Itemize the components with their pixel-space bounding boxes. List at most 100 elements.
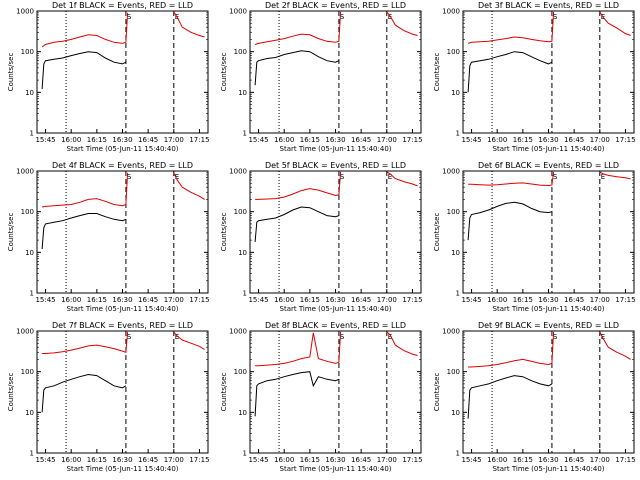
lld-series-line [599, 171, 631, 180]
lld-series-line [599, 331, 631, 360]
x-tick-label: 16:00 [487, 296, 507, 304]
x-tick-label: 16:30 [538, 296, 558, 304]
y-tick-label: 100 [447, 368, 460, 376]
marker-label: E [601, 173, 605, 181]
x-tick-label: 17:00 [164, 136, 184, 144]
lld-series-line [386, 171, 418, 187]
x-tick-label: 16:45 [564, 456, 584, 464]
y-tick-label: 1000 [442, 328, 460, 336]
x-axis-label: Start Time (05-Jun-11 15:40:40) [67, 145, 179, 153]
x-tick-label: 16:30 [325, 136, 345, 144]
panel-plot: Det 7f BLACK = Events, RED = LLD 1 10 100 10… [7, 321, 210, 473]
marker-label: E [388, 173, 392, 181]
y-axis-label: Counts/sec [433, 373, 441, 412]
x-tick-label: 17:15 [402, 136, 422, 144]
plot-frame [249, 330, 422, 454]
y-tick-label: 10 [25, 249, 34, 257]
lld-series-line [468, 171, 555, 187]
x-tick-label: 16:30 [112, 296, 132, 304]
y-tick-label: 1 [243, 130, 247, 138]
y-tick-label: 1 [243, 450, 247, 458]
x-tick-label: 16:00 [61, 456, 81, 464]
x-tick-label: 15:45 [35, 456, 55, 464]
detector-panel: Det 1f BLACK = Events, RED = LLD 1 10 100 10… [0, 0, 213, 160]
x-tick-label: 16:15 [513, 296, 533, 304]
y-tick-label: 100 [21, 48, 34, 56]
y-tick-label: 100 [234, 208, 247, 216]
x-tick-label: 15:45 [35, 296, 55, 304]
x-tick-label: 16:15 [87, 296, 107, 304]
y-tick-label: 10 [238, 409, 247, 417]
x-tick-label: 16:00 [487, 136, 507, 144]
lld-series-line [173, 331, 205, 350]
y-axis-label: Counts/sec [220, 213, 228, 252]
x-tick-label: 16:45 [564, 296, 584, 304]
lld-series-line [42, 172, 129, 208]
x-axis-label: Start Time (05-Jun-11 15:40:40) [493, 465, 605, 473]
panel-title: Det 3f BLACK = Events, RED = LLD [478, 1, 619, 10]
y-tick-label: 1000 [229, 168, 247, 176]
y-tick-label: 10 [25, 409, 34, 417]
y-tick-label: 10 [238, 89, 247, 97]
plot-frame [462, 170, 635, 294]
x-tick-label: 16:15 [87, 456, 107, 464]
panel-plot: Det 5f BLACK = Events, RED = LLD 1 10 100 10… [220, 161, 423, 313]
x-tick-label: 17:00 [377, 296, 397, 304]
x-tick-label: 17:15 [189, 456, 209, 464]
lld-series-line [599, 11, 631, 36]
x-axis-label: Start Time (05-Jun-11 15:40:40) [67, 465, 179, 473]
y-tick-label: 100 [234, 48, 247, 56]
x-tick-label: 16:45 [564, 136, 584, 144]
y-tick-label: 1000 [229, 328, 247, 336]
panel-title: Det 8f BLACK = Events, RED = LLD [265, 321, 406, 330]
x-tick-label: 16:30 [325, 456, 345, 464]
y-tick-label: 1 [243, 290, 247, 298]
y-tick-label: 10 [238, 249, 247, 257]
events-series-line [41, 51, 127, 90]
y-axis-label: Counts/sec [220, 53, 228, 92]
lld-series-line [255, 331, 342, 367]
y-tick-label: 10 [25, 89, 34, 97]
y-axis-label: Counts/sec [433, 53, 441, 92]
x-tick-label: 17:00 [590, 296, 610, 304]
panel-plot: Det 3f BLACK = Events, RED = LLD 1 10 100 10… [433, 1, 636, 153]
x-tick-label: 15:45 [248, 456, 268, 464]
y-tick-label: 100 [21, 368, 34, 376]
y-axis-label: Counts/sec [7, 213, 15, 252]
plot-frame [462, 330, 635, 454]
x-tick-label: 17:00 [590, 456, 610, 464]
plot-frame [36, 10, 209, 134]
y-tick-label: 1 [456, 130, 460, 138]
panel-title: Det 4f BLACK = Events, RED = LLD [52, 161, 193, 170]
x-tick-label: 15:45 [248, 136, 268, 144]
y-tick-label: 1000 [16, 328, 34, 336]
x-tick-label: 16:15 [300, 456, 320, 464]
y-axis-label: Counts/sec [7, 53, 15, 92]
events-series-line [467, 201, 553, 241]
events-series-line [254, 206, 340, 243]
y-tick-label: 1000 [16, 8, 34, 16]
x-axis-label: Start Time (05-Jun-11 15:40:40) [280, 145, 392, 153]
detector-panel: Det 8f BLACK = Events, RED = LLD 1 10 100 10… [213, 320, 426, 480]
panel-plot: Det 2f BLACK = Events, RED = LLD 1 10 100 10… [220, 1, 423, 153]
x-tick-label: 17:15 [615, 136, 635, 144]
x-tick-label: 17:15 [615, 296, 635, 304]
marker-label: E [388, 13, 392, 21]
x-tick-label: 17:15 [402, 296, 422, 304]
x-tick-label: 16:30 [538, 136, 558, 144]
events-series-line [467, 51, 553, 93]
marker-label: S [340, 13, 345, 21]
panel-title: Det 6f BLACK = Events, RED = LLD [478, 161, 619, 170]
x-tick-label: 17:00 [377, 456, 397, 464]
y-tick-label: 100 [21, 208, 34, 216]
x-tick-label: 16:00 [274, 456, 294, 464]
x-tick-label: 16:45 [138, 136, 158, 144]
panel-title: Det 2f BLACK = Events, RED = LLD [265, 1, 406, 10]
x-tick-label: 17:15 [615, 456, 635, 464]
detector-panel: Det 9f BLACK = Events, RED = LLD 1 10 100 10… [426, 320, 639, 480]
panel-plot: Det 9f BLACK = Events, RED = LLD 1 10 100 10… [433, 321, 636, 473]
y-tick-label: 100 [447, 208, 460, 216]
panel-plot: Det 6f BLACK = Events, RED = LLD 1 10 100 10… [433, 161, 636, 313]
panel-title: Det 5f BLACK = Events, RED = LLD [265, 161, 406, 170]
x-tick-label: 16:45 [138, 296, 158, 304]
